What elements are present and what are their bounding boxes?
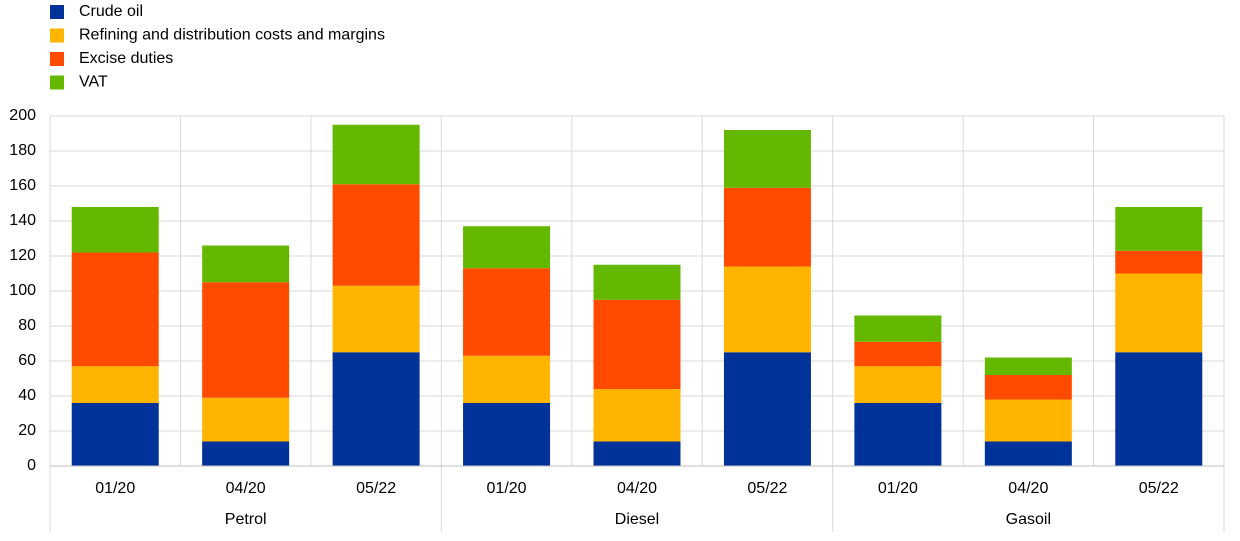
bar-segment <box>723 187 811 267</box>
bar-segment <box>854 341 942 367</box>
bar-segment <box>202 397 290 442</box>
bar-segment <box>984 441 1072 466</box>
bar-segment <box>984 375 1072 400</box>
bar-segment <box>202 441 290 466</box>
bar-segment <box>1115 207 1203 251</box>
x-tick-label: 04/20 <box>1008 480 1048 497</box>
y-tick-label: 0 <box>27 457 36 474</box>
bar-segment <box>854 403 942 466</box>
bar-segment <box>593 299 681 389</box>
legend-swatch <box>50 75 64 90</box>
y-tick-label: 20 <box>18 422 36 439</box>
bar-segment <box>593 389 681 442</box>
bar-segment <box>723 352 811 466</box>
y-tick-label: 140 <box>9 212 36 229</box>
x-tick-label: 01/20 <box>878 480 918 497</box>
group-label: Petrol <box>225 511 267 528</box>
x-tick-label: 05/22 <box>1139 480 1179 497</box>
bar-segment <box>463 268 551 356</box>
x-tick-label: 01/20 <box>487 480 527 497</box>
group-label: Diesel <box>615 511 659 528</box>
bar-segment <box>854 315 942 342</box>
bar-segment <box>332 124 420 185</box>
x-tick-label: 04/20 <box>617 480 657 497</box>
bar-segment <box>463 403 551 466</box>
legend-swatch <box>50 28 64 43</box>
bar-segment <box>1115 352 1203 466</box>
bar-segment <box>463 226 551 269</box>
bar-segment <box>984 357 1072 375</box>
bar-segment <box>202 245 290 283</box>
legend-swatch <box>50 52 64 66</box>
bar-segment <box>202 282 290 398</box>
bar-segment <box>71 366 159 403</box>
y-tick-label: 160 <box>9 177 36 194</box>
bar-segment <box>1115 273 1203 353</box>
bar-segment <box>1115 250 1203 274</box>
bar-segment <box>332 352 420 466</box>
legend-label: VAT <box>79 74 108 91</box>
y-tick-label: 120 <box>9 247 36 264</box>
group-label: Gasoil <box>1006 511 1051 528</box>
legend-label: Excise duties <box>79 50 173 67</box>
bar-segment <box>71 403 159 466</box>
bar-segment <box>984 399 1072 442</box>
bar-segment <box>332 184 420 286</box>
y-tick-label: 80 <box>18 317 36 334</box>
bar-segment <box>723 130 811 188</box>
y-tick-label: 60 <box>18 352 36 369</box>
bar-segment <box>854 366 942 403</box>
bar-segment <box>463 355 551 403</box>
bar-segment <box>71 252 159 367</box>
x-tick-label: 05/22 <box>747 480 787 497</box>
y-tick-label: 180 <box>9 142 36 159</box>
bar-segment <box>593 264 681 300</box>
y-tick-label: 100 <box>9 282 36 299</box>
y-tick-label: 200 <box>9 107 36 124</box>
legend-swatch <box>50 5 64 19</box>
x-tick-label: 01/20 <box>95 480 135 497</box>
legend-label: Refining and distribution costs and marg… <box>79 27 385 44</box>
bar-segment <box>593 441 681 466</box>
bar-segment <box>723 266 811 353</box>
y-tick-label: 40 <box>18 387 36 404</box>
bar-segment <box>332 285 420 353</box>
legend-label: Crude oil <box>79 3 143 20</box>
x-tick-label: 04/20 <box>226 480 266 497</box>
bar-segment <box>71 207 159 253</box>
x-tick-label: 05/22 <box>356 480 396 497</box>
